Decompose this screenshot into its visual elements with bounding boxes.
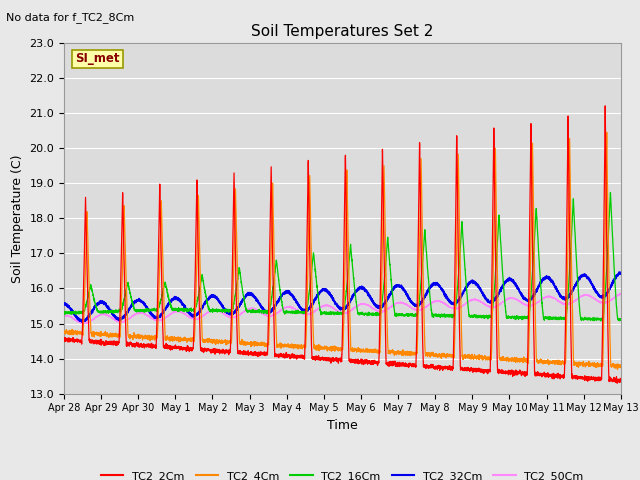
X-axis label: Time: Time bbox=[327, 419, 358, 432]
Title: Soil Temperatures Set 2: Soil Temperatures Set 2 bbox=[252, 24, 433, 39]
Legend: TC2_2Cm, TC2_4Cm, TC2_16Cm, TC2_32Cm, TC2_50Cm: TC2_2Cm, TC2_4Cm, TC2_16Cm, TC2_32Cm, TC… bbox=[97, 467, 588, 480]
Text: No data for f_TC2_8Cm: No data for f_TC2_8Cm bbox=[6, 12, 134, 23]
Text: SI_met: SI_met bbox=[75, 52, 120, 65]
Y-axis label: Soil Temperature (C): Soil Temperature (C) bbox=[11, 154, 24, 283]
